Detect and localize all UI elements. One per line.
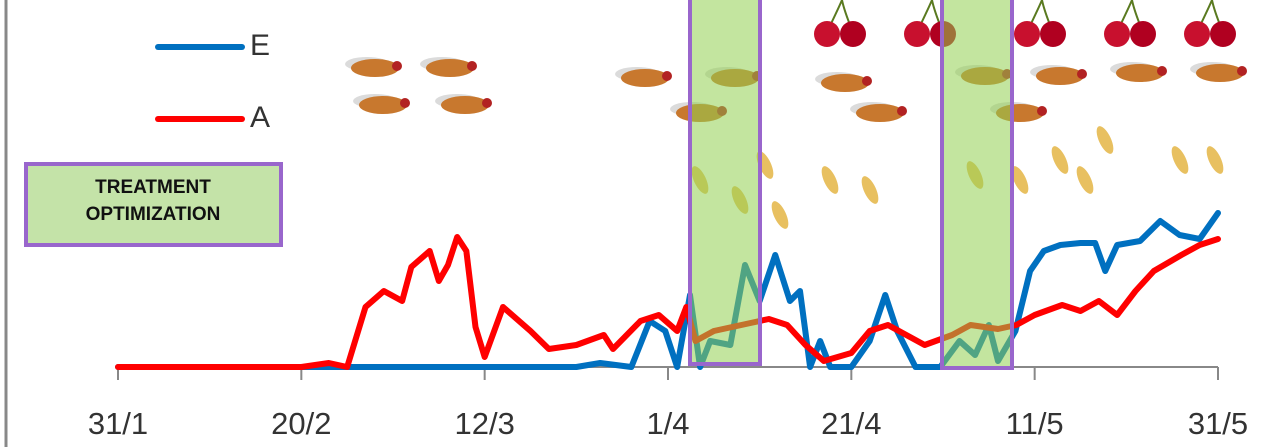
larva xyxy=(1048,144,1072,176)
cherry xyxy=(1130,21,1156,47)
legend-label: E xyxy=(250,29,270,62)
larva xyxy=(768,199,792,231)
fly-eye xyxy=(1157,66,1167,76)
larva xyxy=(858,174,882,206)
cherry xyxy=(1040,21,1066,47)
fly xyxy=(856,104,904,122)
fly-eye xyxy=(1037,106,1047,116)
x-tick-label: 31/1 xyxy=(88,406,148,441)
fly xyxy=(1036,67,1084,85)
cherry xyxy=(1184,21,1210,47)
x-tick-label: 1/4 xyxy=(646,406,689,441)
x-tick-label: 20/2 xyxy=(271,406,331,441)
cherry xyxy=(840,21,866,47)
cherry xyxy=(904,21,930,47)
fly-eye xyxy=(400,98,410,108)
treatment-window xyxy=(690,0,760,364)
x-tick-label: 11/5 xyxy=(1006,406,1064,441)
cherry xyxy=(1104,21,1130,47)
x-tick-label: 31/5 xyxy=(1188,406,1248,441)
chart: 31/120/212/31/421/411/531/5EA TREATMENTO… xyxy=(0,0,1280,447)
cherry xyxy=(1014,21,1040,47)
fly xyxy=(1116,64,1164,82)
cherry xyxy=(814,21,840,47)
larva xyxy=(1168,144,1192,176)
fly-eye xyxy=(862,76,872,86)
larva xyxy=(1073,164,1097,196)
cherry xyxy=(1210,21,1236,47)
fly xyxy=(1196,64,1244,82)
fly xyxy=(821,74,869,92)
illustrations xyxy=(345,0,1247,231)
fly xyxy=(441,96,489,114)
fly-eye xyxy=(467,61,477,71)
fly xyxy=(351,59,399,77)
fly-eye xyxy=(1077,69,1087,79)
fly xyxy=(359,96,407,114)
fly-eye xyxy=(392,61,402,71)
fly-eye xyxy=(897,106,907,116)
x-tick-label: 12/3 xyxy=(454,406,514,441)
fly-eye xyxy=(1237,66,1247,76)
fly xyxy=(426,59,474,77)
legend-label: A xyxy=(250,101,270,134)
larva xyxy=(1203,144,1227,176)
larva xyxy=(1093,124,1117,156)
fly-eye xyxy=(482,98,492,108)
fly xyxy=(621,69,669,87)
x-tick-label: 21/4 xyxy=(821,406,881,441)
treatment-window xyxy=(942,0,1012,368)
larva xyxy=(818,164,842,196)
fly-eye xyxy=(662,71,672,81)
